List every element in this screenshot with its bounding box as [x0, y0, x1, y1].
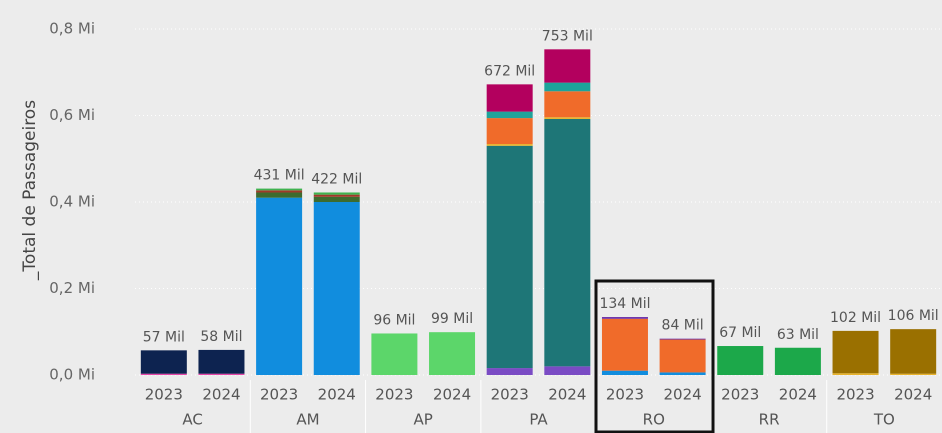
- bar-segment: [544, 118, 591, 367]
- x-tick-label: 2023: [721, 386, 759, 404]
- y-tick-label: 0,0 Mi: [49, 366, 95, 384]
- bar-segment: [832, 330, 879, 374]
- highlight-box: [594, 279, 715, 433]
- total-label: 99 Mil: [431, 311, 473, 327]
- bar-segment: [140, 373, 187, 375]
- x-tick-label: 2024: [433, 386, 471, 404]
- x-tick-label: 2024: [318, 386, 356, 404]
- y-tick-label: 0,4 Mi: [49, 193, 95, 211]
- bar-segment: [486, 111, 533, 119]
- bar-segment: [198, 373, 245, 375]
- bar-segment: [486, 144, 533, 146]
- total-label: 67 Mil: [719, 325, 761, 341]
- total-label: 422 Mil: [311, 171, 362, 187]
- x-tick-label: 2023: [491, 386, 529, 404]
- bar-segment: [832, 373, 879, 375]
- bar-segment: [140, 350, 187, 374]
- group-label: RO: [643, 411, 665, 429]
- bar-segment: [659, 338, 706, 340]
- x-tick-label: 2023: [375, 386, 413, 404]
- y-tick-label: 0,6 Mi: [49, 106, 95, 124]
- x-tick-label: 2024: [894, 386, 932, 404]
- total-label: 134 Mil: [599, 296, 650, 312]
- total-label: 96 Mil: [373, 312, 415, 328]
- group-label: PA: [529, 411, 548, 429]
- bar-segment: [429, 332, 476, 375]
- bar-segment: [544, 366, 591, 375]
- bar-segment: [313, 196, 360, 202]
- y-tick-label: 0,2 Mi: [49, 279, 95, 297]
- group-label: RR: [759, 411, 780, 429]
- bar-segment: [256, 192, 303, 198]
- bar-segment: [486, 368, 533, 375]
- total-label: 102 Mil: [830, 310, 881, 326]
- bar-segment: [659, 372, 706, 375]
- group-label: AM: [296, 411, 319, 429]
- bar-segment: [313, 192, 360, 195]
- bar-segment: [256, 190, 303, 193]
- plot: 0,0 Mi 0,2 Mi 0,4 Mi 0,6 Mi 0,8 Mi AC AM AP PA RO…: [49, 20, 942, 433]
- bar-segment: [890, 329, 937, 374]
- x-tick-label: 2023: [260, 386, 298, 404]
- bar-segment: [601, 370, 648, 375]
- total-label: 106 Mil: [888, 308, 939, 324]
- bar-segment: [544, 49, 591, 83]
- group-label: AP: [414, 411, 433, 429]
- bar-segment: [198, 349, 245, 374]
- total-label: 57 Mil: [143, 329, 185, 345]
- total-label: 753 Mil: [542, 28, 593, 44]
- x-tick-label: 2023: [606, 386, 644, 404]
- bar-segment: [256, 188, 303, 191]
- total-label: 58 Mil: [200, 329, 242, 345]
- bar-segment: [313, 202, 360, 375]
- group-label: AC: [182, 411, 202, 429]
- bar-segment: [544, 117, 591, 119]
- bar-segment: [601, 318, 648, 371]
- x-tick-label: 2024: [664, 386, 702, 404]
- bar-segment: [544, 91, 591, 118]
- bar-segment: [774, 347, 821, 375]
- total-label: 431 Mil: [254, 168, 305, 184]
- bar-segment: [486, 118, 533, 145]
- bar-segment: [256, 197, 303, 375]
- bar-segment: [717, 346, 764, 375]
- y-axis-title: _Total de Passageiros: [20, 100, 40, 281]
- total-label: 672 Mil: [484, 63, 535, 79]
- bar-segment: [486, 84, 533, 112]
- x-tick-label: 2023: [145, 386, 183, 404]
- bar-segment: [486, 145, 533, 369]
- bar-segment: [544, 82, 591, 92]
- bar-segment: [313, 194, 360, 197]
- bar-segment: [371, 333, 418, 375]
- total-label: 63 Mil: [777, 327, 819, 343]
- bar-segment: [890, 373, 937, 375]
- x-tick-label: 2024: [779, 386, 817, 404]
- x-tick-label: 2024: [202, 386, 240, 404]
- bar-segment: [659, 339, 706, 373]
- x-tick-label: 2024: [548, 386, 586, 404]
- total-label: 84 Mil: [662, 318, 704, 334]
- bar-segment: [601, 317, 648, 319]
- x-tick-label: 2023: [836, 386, 874, 404]
- group-label: TO: [873, 411, 895, 429]
- y-tick-label: 0,8 Mi: [49, 20, 95, 38]
